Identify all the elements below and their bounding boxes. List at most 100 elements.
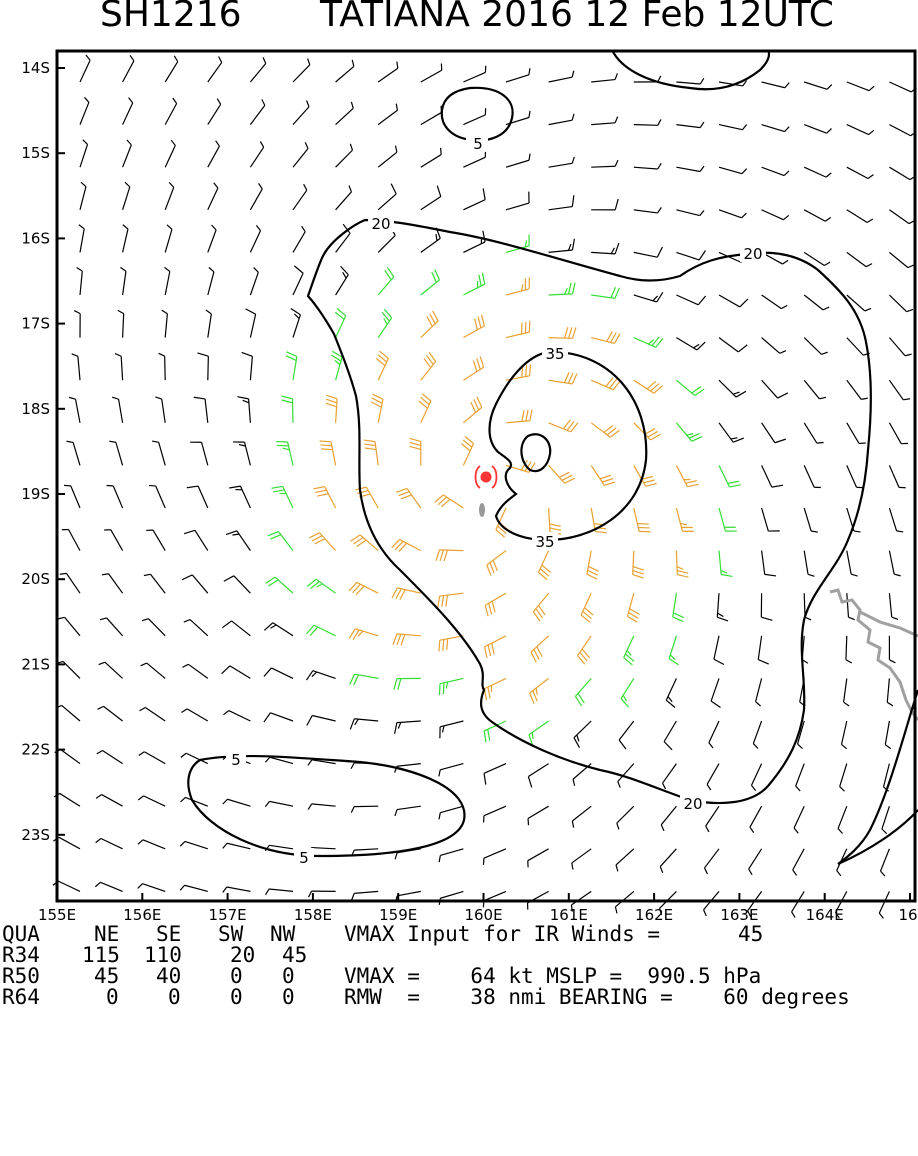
wind-barb bbox=[792, 891, 805, 917]
wind-barb bbox=[889, 508, 903, 532]
cell-se: 0 bbox=[168, 987, 181, 1008]
wind-barb bbox=[463, 397, 481, 423]
wind-barb bbox=[421, 106, 442, 125]
cell-ne: 115 bbox=[82, 945, 120, 966]
wind-barb bbox=[719, 465, 741, 487]
wind-barb bbox=[889, 167, 915, 179]
wind-barb bbox=[719, 295, 748, 307]
wind-barb bbox=[761, 593, 772, 620]
wind-barb bbox=[97, 751, 123, 764]
rmw-bearing-line: RMW = 38 nmi BEARING = 60 degrees bbox=[344, 987, 850, 1008]
wind-barb bbox=[56, 705, 80, 721]
wind-barb bbox=[392, 539, 421, 551]
wind-barb bbox=[439, 849, 463, 862]
wind-barb bbox=[336, 144, 353, 167]
wind-barb bbox=[804, 82, 832, 89]
wind-barb bbox=[64, 485, 80, 508]
wind-barb bbox=[506, 410, 532, 423]
wind-barb bbox=[182, 575, 208, 593]
wind-barb bbox=[804, 423, 823, 443]
cell-sw: 20 bbox=[230, 945, 255, 966]
wind-barb bbox=[62, 530, 80, 551]
wind-barb bbox=[762, 551, 776, 576]
wind-barb bbox=[439, 636, 464, 652]
lat-label: 20S bbox=[21, 570, 50, 588]
wind-barb bbox=[224, 576, 251, 593]
wind-barb bbox=[634, 163, 661, 169]
row-label: R34 bbox=[2, 945, 40, 966]
wind-barb bbox=[704, 891, 719, 916]
wind-barb bbox=[421, 186, 441, 210]
wind-barb bbox=[308, 804, 335, 810]
wind-barb bbox=[581, 593, 593, 622]
lon-label: 155E bbox=[38, 906, 76, 924]
wind-barb bbox=[439, 891, 463, 904]
wind-barb bbox=[762, 125, 790, 132]
wind-barb bbox=[99, 662, 123, 678]
wind-barb bbox=[194, 397, 208, 423]
wind-barb bbox=[208, 267, 214, 295]
wind-barb bbox=[506, 364, 531, 380]
wind-barb bbox=[376, 351, 388, 380]
wind-barb bbox=[634, 119, 661, 125]
wind-barb bbox=[847, 125, 874, 135]
wind-barb bbox=[719, 551, 732, 577]
wind-barb bbox=[804, 338, 828, 355]
wind-barb bbox=[676, 295, 705, 305]
wind-barb bbox=[889, 338, 911, 356]
lat-label: 21S bbox=[21, 655, 50, 673]
wind-barb bbox=[350, 674, 379, 685]
wind-barb bbox=[485, 593, 506, 616]
wind-barb bbox=[182, 664, 207, 678]
wind-barb bbox=[180, 841, 208, 848]
wind-barb bbox=[142, 619, 165, 636]
wind-barb bbox=[549, 372, 577, 384]
wind-barb bbox=[591, 465, 615, 485]
wind-barb bbox=[378, 104, 397, 125]
wind-barb bbox=[421, 352, 436, 380]
lat-label: 22S bbox=[21, 741, 50, 759]
wind-barb bbox=[421, 228, 440, 253]
wind-barb bbox=[676, 380, 704, 395]
wind-barb bbox=[506, 192, 529, 210]
wind-barb bbox=[187, 486, 208, 508]
wind-barb bbox=[107, 485, 123, 508]
wind-barb bbox=[80, 182, 86, 210]
wind-barb bbox=[529, 721, 549, 745]
wind-barb bbox=[591, 423, 619, 437]
wind-barb bbox=[846, 636, 852, 663]
wind-barb bbox=[208, 183, 218, 210]
vmax-input-label: VMAX Input for IR Winds = bbox=[344, 924, 660, 945]
wind-barb bbox=[762, 167, 789, 175]
wind-barb bbox=[139, 752, 165, 764]
wind-barb bbox=[484, 764, 506, 785]
wind-barb bbox=[483, 891, 506, 907]
wind-barb bbox=[349, 629, 378, 640]
stats-row-r50: R50 45 40 0 0 VMAX = 64 kt MSLP = 990.5 … bbox=[0, 966, 918, 987]
wind-barb bbox=[181, 709, 207, 721]
wind-barb bbox=[250, 57, 265, 82]
wind-barb bbox=[159, 353, 166, 380]
wind-barb bbox=[98, 706, 123, 721]
wind-barb bbox=[378, 267, 394, 295]
wind-barb bbox=[138, 796, 165, 806]
wind-barb bbox=[326, 395, 337, 423]
storm-id: SH1216 bbox=[100, 0, 242, 35]
wind-barb bbox=[80, 97, 89, 124]
wind-barb bbox=[95, 882, 122, 891]
wind-barb bbox=[378, 184, 396, 210]
wind-barb bbox=[661, 806, 676, 831]
wind-barb bbox=[840, 764, 847, 792]
wind-barb bbox=[180, 885, 208, 891]
wind-barb bbox=[889, 210, 915, 224]
wind-barb bbox=[591, 378, 620, 390]
wind-barb bbox=[264, 668, 293, 678]
wind-barb bbox=[751, 764, 761, 791]
stats-header-row: QUA NE SE SW NW VMAX Input for IR Winds … bbox=[0, 924, 918, 945]
wind-barb bbox=[165, 182, 174, 209]
contour-label-5-bottom-s: 5 bbox=[299, 849, 309, 867]
cell-nw: 45 bbox=[282, 945, 307, 966]
wind-barb bbox=[572, 849, 591, 870]
lat-label: 16S bbox=[21, 229, 50, 247]
wind-barb bbox=[762, 210, 789, 220]
